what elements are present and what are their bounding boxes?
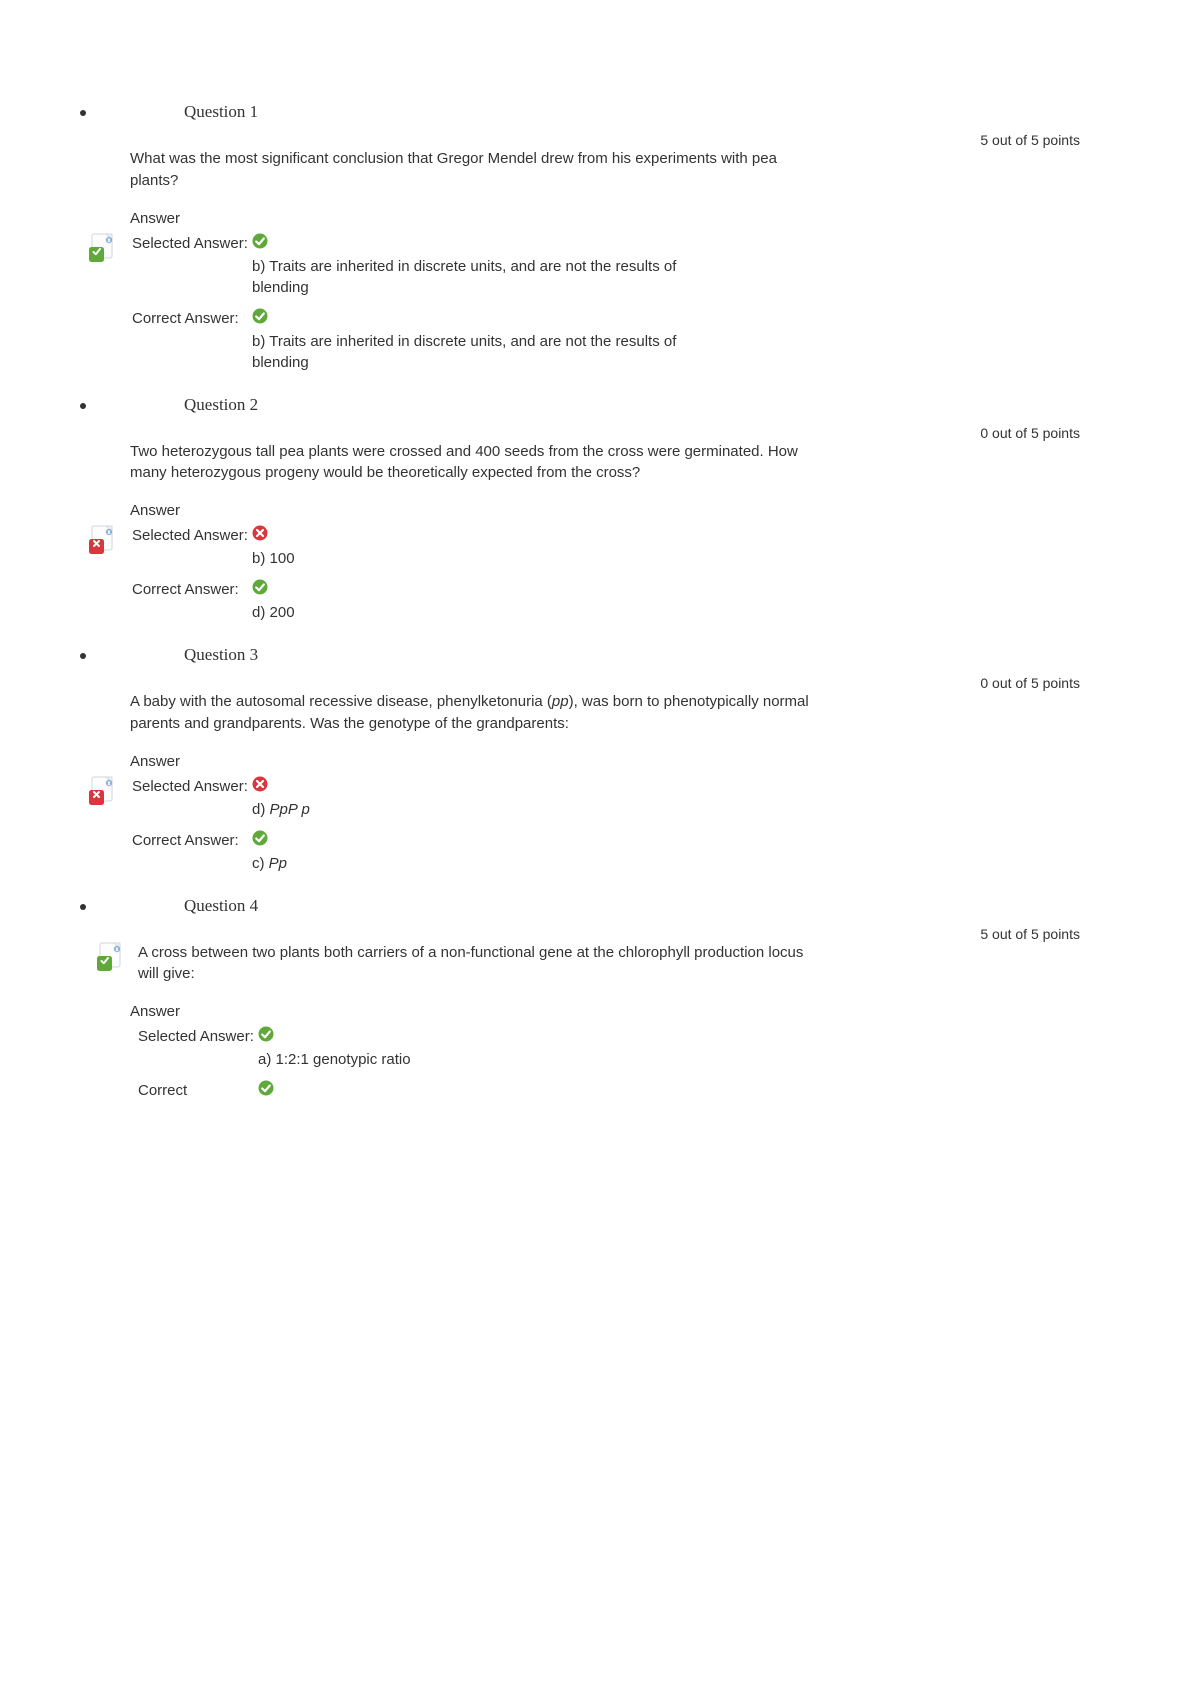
answer-table: Selected Answer: a) 1:2:1 genotypic rati… xyxy=(138,1026,411,1113)
question-block: Question 4 5 out of 5 points A cross bet… xyxy=(80,894,1120,1114)
check-icon xyxy=(258,1026,411,1045)
check-icon xyxy=(252,579,295,598)
selected-answer-label: Selected Answer: xyxy=(132,776,252,797)
correct-answer-label: Correct Answer: xyxy=(132,308,252,329)
question-body: What was the most significant conclusion… xyxy=(130,148,810,192)
cross-icon xyxy=(252,525,295,544)
question-title: Question 3 xyxy=(184,643,258,669)
points-label: 0 out of 5 points xyxy=(80,425,1080,441)
selected-answer-text: d) PpP p xyxy=(252,799,310,820)
correct-answer-row: Correct Answer: d) 200 xyxy=(132,579,295,623)
answer-table: Selected Answer: b) Traits are inherited… xyxy=(132,233,712,383)
question-title: Question 4 xyxy=(184,894,258,920)
bullet-icon xyxy=(80,904,86,910)
bullet-icon xyxy=(80,653,86,659)
status-incorrect-icon xyxy=(88,525,118,555)
question-header: Question 4 xyxy=(80,894,1120,920)
points-label: 5 out of 5 points xyxy=(80,132,1080,148)
question-title: Question 1 xyxy=(184,100,258,126)
question-block: Question 3 0 out of 5 pointsA baby with … xyxy=(80,643,1120,884)
selected-answer-row: Selected Answer: a) 1:2:1 genotypic rati… xyxy=(138,1026,411,1070)
question-body: Two heterozygous tall pea plants were cr… xyxy=(130,441,810,485)
answer-table: Selected Answer: b) 100 Correct Answer: … xyxy=(132,525,295,633)
status-correct-icon xyxy=(96,942,126,972)
question-body: A cross between two plants both carriers… xyxy=(138,942,818,986)
answer-heading: Answer xyxy=(130,210,1120,227)
correct-answer-row: Correct Answer: c) Pp xyxy=(132,830,310,874)
answer-table: Selected Answer: d) PpP p Correct Answer… xyxy=(132,776,310,884)
question-title: Question 2 xyxy=(184,393,258,419)
question-header: Question 3 xyxy=(80,643,1120,669)
correct-answer-text: c) Pp xyxy=(252,853,287,874)
check-icon xyxy=(252,233,712,252)
answer-heading: Answer xyxy=(130,1003,1120,1020)
question-body: A baby with the autosomal recessive dise… xyxy=(130,691,810,735)
bullet-icon xyxy=(80,110,86,116)
status-correct-icon xyxy=(88,233,118,263)
selected-answer-label: Selected Answer: xyxy=(132,525,252,546)
selected-answer-text: a) 1:2:1 genotypic ratio xyxy=(258,1049,411,1070)
selected-answer-row: Selected Answer: b) Traits are inherited… xyxy=(132,233,712,298)
question-block: Question 2 0 out of 5 pointsTwo heterozy… xyxy=(80,393,1120,634)
correct-answer-text: d) 200 xyxy=(252,602,295,623)
selected-answer-label: Selected Answer: xyxy=(138,1026,258,1047)
correct-answer-label: Correct xyxy=(138,1080,258,1101)
question-block: Question 1 5 out of 5 pointsWhat was the… xyxy=(80,100,1120,383)
check-icon xyxy=(258,1080,274,1099)
answer-heading: Answer xyxy=(130,502,1120,519)
answer-heading: Answer xyxy=(130,753,1120,770)
status-incorrect-icon xyxy=(88,776,118,806)
cross-icon xyxy=(252,776,310,795)
question-header: Question 2 xyxy=(80,393,1120,419)
selected-answer-row: Selected Answer: b) 100 xyxy=(132,525,295,569)
check-icon xyxy=(252,308,712,327)
points-label: 5 out of 5 points xyxy=(80,926,1080,942)
correct-answer-row: Correct Answer: b) Traits are inherited … xyxy=(132,308,712,373)
check-icon xyxy=(252,830,287,849)
selected-answer-label: Selected Answer: xyxy=(132,233,252,254)
correct-answer-label: Correct Answer: xyxy=(132,830,252,851)
selected-answer-text: b) Traits are inherited in discrete unit… xyxy=(252,256,712,298)
selected-answer-text: b) 100 xyxy=(252,548,295,569)
selected-answer-row: Selected Answer: d) PpP p xyxy=(132,776,310,820)
correct-answer-label: Correct Answer: xyxy=(132,579,252,600)
question-header: Question 1 xyxy=(80,100,1120,126)
correct-answer-row: Correct xyxy=(138,1080,411,1103)
points-label: 0 out of 5 points xyxy=(80,675,1080,691)
bullet-icon xyxy=(80,403,86,409)
correct-answer-text: b) Traits are inherited in discrete unit… xyxy=(252,331,712,373)
